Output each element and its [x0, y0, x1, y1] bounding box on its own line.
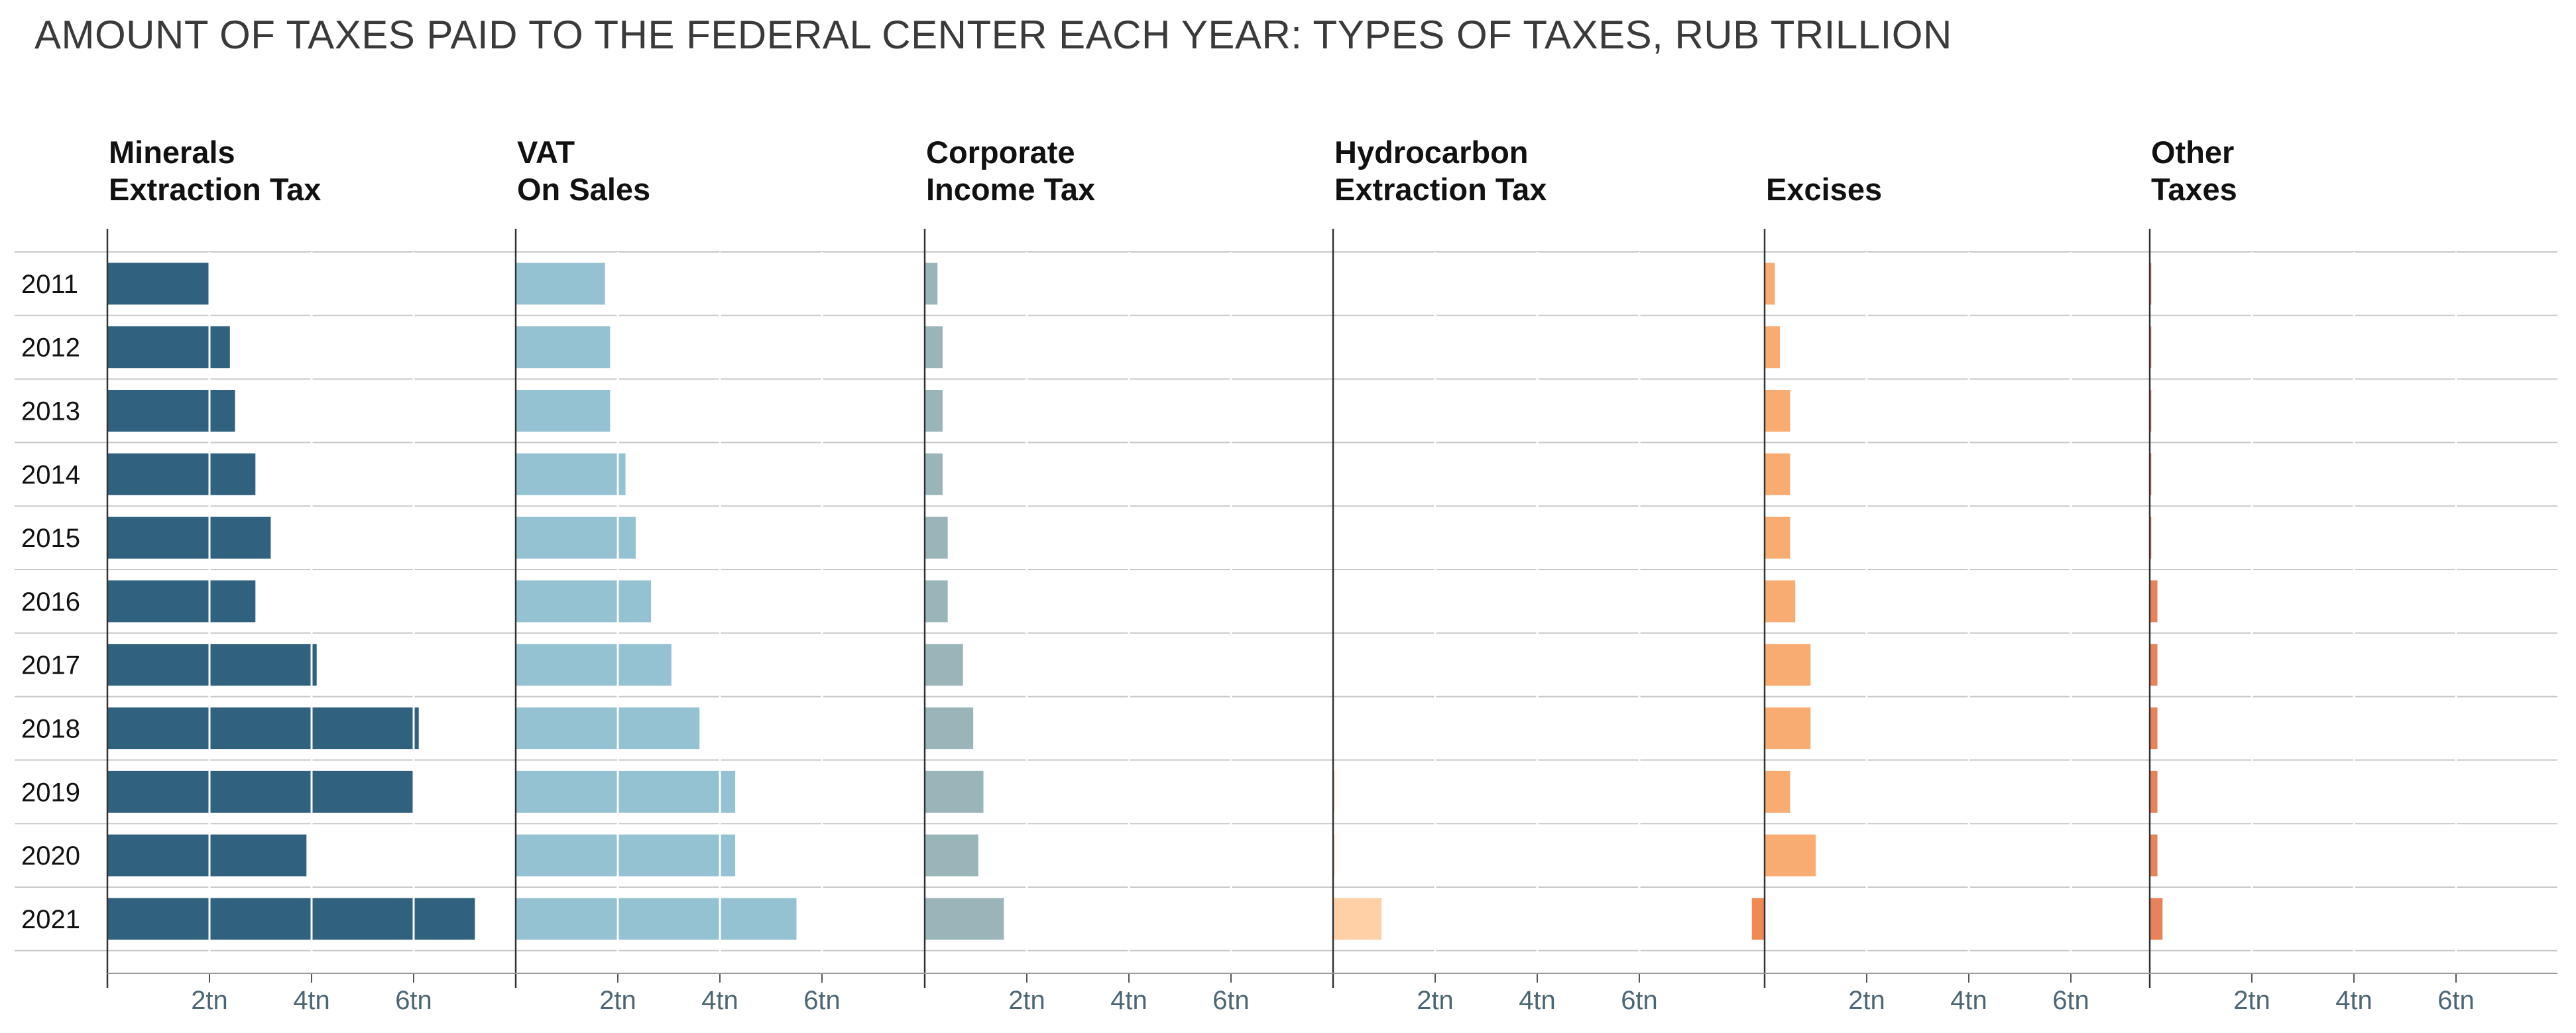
bar	[107, 263, 209, 305]
bar	[1333, 898, 1382, 940]
year-label: 2021	[21, 905, 80, 934]
bar	[925, 516, 948, 559]
tick-label: 6tn	[1621, 986, 1658, 1015]
panel-title: On Sales	[517, 172, 650, 207]
year-label: 2018	[21, 715, 80, 744]
bar	[516, 390, 611, 432]
bar	[516, 898, 797, 940]
bar	[516, 453, 626, 495]
bar	[516, 644, 672, 686]
year-label: 2011	[21, 270, 78, 299]
panel-title: Income Tax	[926, 172, 1095, 207]
bar	[107, 390, 235, 432]
tick-label: 2tn	[599, 986, 636, 1015]
bar	[2150, 707, 2158, 749]
bar	[1765, 390, 1790, 432]
bar	[2150, 580, 2158, 623]
bar	[516, 580, 652, 623]
bar	[516, 516, 636, 559]
bar	[2150, 644, 2158, 686]
bar	[107, 580, 256, 623]
year-label: 2016	[21, 587, 80, 617]
bar	[516, 326, 611, 369]
year-label: 2017	[21, 651, 80, 680]
bar	[107, 834, 307, 877]
bar	[1765, 263, 1775, 305]
bar	[1751, 898, 1765, 940]
tick-label: 4tn	[2335, 986, 2372, 1015]
bar	[2150, 770, 2158, 813]
bar	[516, 834, 736, 877]
bar	[1765, 326, 1781, 369]
bar	[925, 770, 984, 813]
bar	[925, 263, 938, 305]
panel-title: Extraction Tax	[109, 172, 321, 207]
bar	[925, 898, 1004, 940]
tick-label: 6tn	[2437, 986, 2475, 1015]
bar	[1765, 516, 1790, 559]
panel-title: VAT	[517, 135, 575, 170]
tick-label: 4tn	[1110, 986, 1147, 1015]
bar	[925, 834, 978, 877]
panel-title: Other	[2151, 135, 2234, 170]
chart-title: AMOUNT OF TAXES PAID TO THE FEDERAL CENT…	[34, 13, 1952, 57]
tick-label: 6tn	[2052, 986, 2089, 1015]
bar	[107, 644, 317, 686]
bar	[1765, 707, 1811, 749]
tick-label: 2tn	[2233, 986, 2270, 1015]
bar	[925, 390, 943, 432]
year-label: 2012	[21, 334, 80, 363]
tick-label: 4tn	[1519, 986, 1556, 1015]
year-label: 2015	[21, 524, 80, 553]
bar	[107, 898, 475, 940]
panel-title: Excises	[1766, 172, 1882, 207]
tick-label: 2tn	[1848, 986, 1885, 1015]
bar	[516, 263, 605, 305]
tick-label: 2tn	[1008, 986, 1045, 1015]
tick-label: 2tn	[191, 986, 228, 1015]
tick-label: 4tn	[293, 986, 330, 1015]
year-label: 2013	[21, 397, 80, 426]
bar	[925, 326, 943, 369]
bar	[925, 453, 943, 495]
year-label: 2020	[21, 841, 80, 871]
bar	[2150, 834, 2158, 877]
bar	[107, 707, 419, 749]
tick-label: 6tn	[803, 986, 841, 1015]
tick-label: 6tn	[1212, 986, 1250, 1015]
tick-label: 2tn	[1417, 986, 1454, 1015]
bar	[107, 453, 256, 495]
panel-title: Extraction Tax	[1334, 172, 1547, 207]
bar	[1765, 834, 1816, 877]
year-label: 2014	[21, 460, 80, 489]
bar	[1765, 453, 1790, 495]
tick-label: 4tn	[701, 986, 738, 1015]
tick-label: 4tn	[1950, 986, 1987, 1015]
bar	[107, 326, 230, 369]
bar	[925, 644, 963, 686]
bar	[2150, 898, 2163, 940]
bar	[1765, 770, 1790, 813]
bar	[516, 707, 700, 749]
bar	[925, 580, 948, 623]
panel-title: Taxes	[2151, 172, 2237, 207]
bar	[107, 516, 271, 559]
panel-title: Corporate	[926, 135, 1075, 170]
bar	[516, 770, 736, 813]
bar	[107, 770, 414, 813]
tick-label: 6tn	[395, 986, 432, 1015]
bar	[1765, 580, 1796, 623]
bar	[1765, 644, 1811, 686]
panel-title: Hydrocarbon	[1334, 135, 1529, 170]
bar	[925, 707, 974, 749]
panel-title: Minerals	[109, 135, 235, 170]
year-label: 2019	[21, 778, 80, 807]
